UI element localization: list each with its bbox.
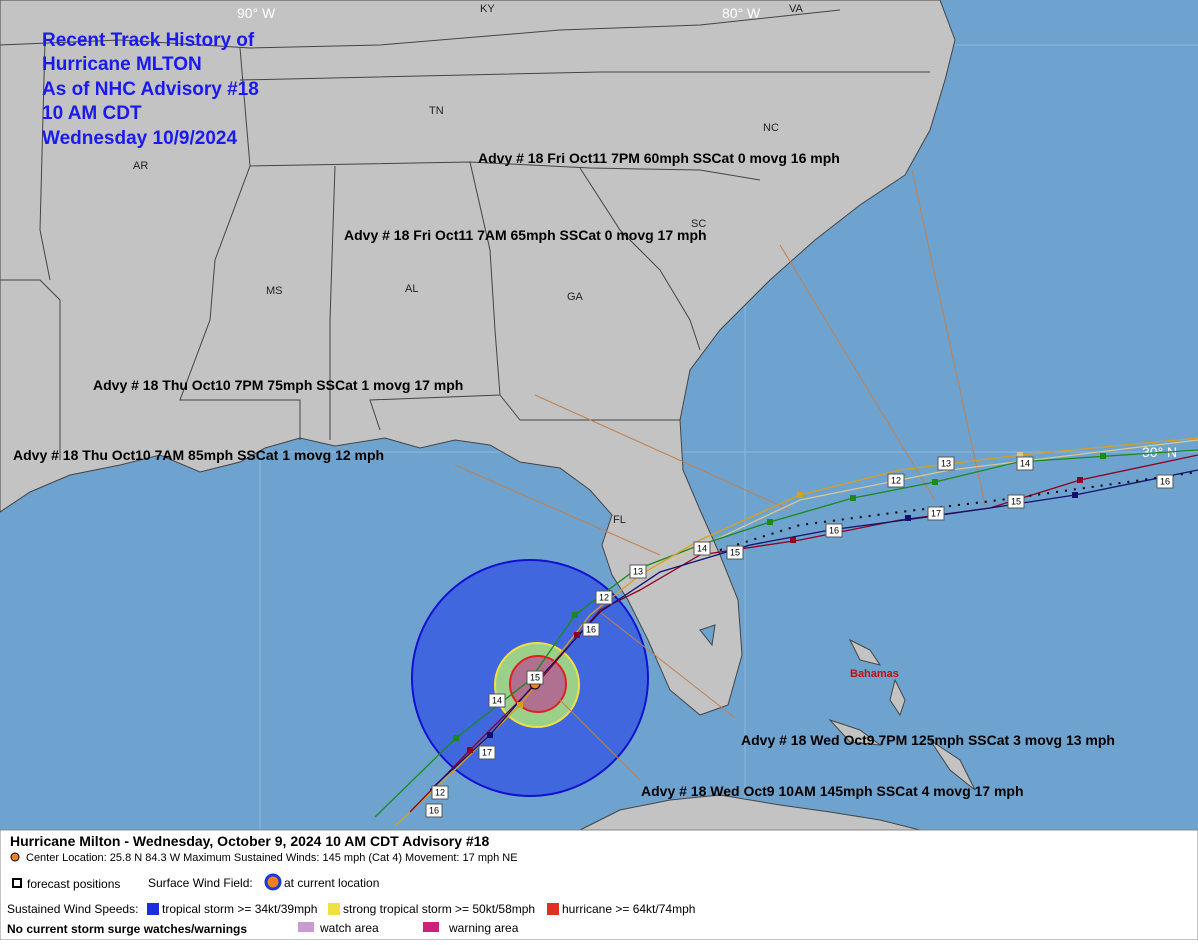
bahamas-islands <box>699 624 976 791</box>
title-line: 10 AM CDT <box>42 103 142 124</box>
track-label-box <box>1156 474 1174 489</box>
place-label: FL <box>613 514 626 526</box>
advisory-label: Advy # 18 Fri Oct11 7PM 60mph SSCat 0 mo… <box>478 150 840 166</box>
grid-label: 90° W <box>237 5 276 21</box>
track-label-box <box>595 590 613 605</box>
track-label: 16 <box>829 525 839 535</box>
advisory-label: Advy # 18 Wed Oct9 7PM 125mph SSCat 3 mo… <box>741 732 1115 748</box>
watch-swatch <box>298 922 314 932</box>
legend-text: forecast positions <box>27 877 120 891</box>
place-label: Bahamas <box>850 668 899 680</box>
legend-text: watch area <box>319 921 379 935</box>
place-label: GA <box>567 291 584 303</box>
center-icon <box>10 852 20 862</box>
track-label-box <box>488 693 506 708</box>
track-label: 16 <box>1160 476 1170 486</box>
forecast-icon <box>12 878 22 888</box>
track-label: 17 <box>482 747 492 757</box>
track-label: 16 <box>586 624 596 634</box>
legend-header: Hurricane Milton - Wednesday, October 9,… <box>10 833 489 849</box>
track-label-box <box>726 545 744 560</box>
place-label: MS <box>266 285 283 297</box>
legend-panel <box>0 829 1198 941</box>
legend-details: Center Location: 25.8 N 84.3 W Maximum S… <box>26 852 518 864</box>
title-line: Wednesday 10/9/2024 <box>42 128 237 149</box>
track-label-box <box>927 506 945 521</box>
track-label: 13 <box>633 566 643 576</box>
ts-swatch <box>147 903 159 915</box>
track-label: 15 <box>1011 496 1021 506</box>
track-label-box <box>825 523 843 538</box>
place-label: KY <box>480 3 495 15</box>
title-line: Recent Track History of <box>42 30 255 51</box>
track-label: 15 <box>730 547 740 557</box>
title-line: Hurricane MLTON <box>42 54 202 75</box>
legend-text: strong tropical storm >= 50kt/58mph <box>343 902 535 916</box>
track-label-box <box>1007 494 1025 509</box>
legend-text: hurricane >= 64kt/74mph <box>562 902 695 916</box>
advisory-label: Advy # 18 Fri Oct11 7AM 65mph SSCat 0 mo… <box>344 227 707 243</box>
track-label: 14 <box>492 695 502 705</box>
track-label: 16 <box>429 805 439 815</box>
track-label: 14 <box>697 543 707 553</box>
place-label: TN <box>429 105 444 117</box>
track-label-box <box>693 541 711 556</box>
hu-swatch <box>547 903 559 915</box>
advisory-label: Advy # 18 Thu Oct10 7AM 85mph SSCat 1 mo… <box>13 447 384 463</box>
track-label: 12 <box>599 592 609 602</box>
advisories: Advy # 18 Fri Oct11 7PM 60mph SSCat 0 mo… <box>13 150 1115 799</box>
place-label: AR <box>133 160 148 172</box>
legend: Hurricane Milton - Wednesday, October 9,… <box>0 829 1198 941</box>
track-label: 14 <box>1020 458 1030 468</box>
legend-text: No current storm surge watches/warnings <box>7 922 247 936</box>
title-line: As of NHC Advisory #18 <box>42 79 259 100</box>
track-label-box <box>629 564 647 579</box>
place-label: NC <box>763 122 779 134</box>
place-label: AL <box>405 283 418 295</box>
track-label: 17 <box>931 508 941 518</box>
track-label-box <box>478 745 496 760</box>
track-label: 12 <box>891 475 901 485</box>
cuba <box>579 794 921 831</box>
warning-swatch <box>423 922 439 932</box>
sts-swatch <box>328 903 340 915</box>
advisory-label: Advy # 18 Thu Oct10 7PM 75mph SSCat 1 mo… <box>93 377 463 393</box>
track-label-box <box>526 670 544 685</box>
wind-field-icon <box>264 873 282 891</box>
leader-lines <box>454 169 986 781</box>
track-label-box <box>1016 456 1034 471</box>
grid-label: 80° W <box>722 5 761 21</box>
title-block: Recent Track History of Hurricane MLTON … <box>42 30 259 149</box>
place-labels: KY VA TN NC AR SC MS AL GA FL Bahamas <box>133 3 899 680</box>
place-label: SC <box>691 218 706 230</box>
track-label-box <box>937 456 955 471</box>
track-label-box <box>582 622 600 637</box>
track-label-box <box>425 803 443 818</box>
track-label: 12 <box>435 787 445 797</box>
land <box>0 0 956 716</box>
track-label: 13 <box>941 458 951 468</box>
track-label-box <box>431 785 449 800</box>
state-borders <box>0 9 930 460</box>
track-label: 15 <box>530 672 540 682</box>
advisory-label: Advy # 18 Wed Oct9 10AM 145mph SSCat 4 m… <box>641 783 1024 799</box>
legend-text: Sustained Wind Speeds: <box>7 902 138 916</box>
legend-text: tropical storm >= 34kt/39mph <box>162 902 317 916</box>
place-label: VA <box>789 3 804 15</box>
track-label-box <box>887 473 905 488</box>
legend-text: warning area <box>448 921 519 935</box>
legend-text: Surface Wind Field: <box>148 876 253 890</box>
legend-text: at current location <box>284 876 379 890</box>
